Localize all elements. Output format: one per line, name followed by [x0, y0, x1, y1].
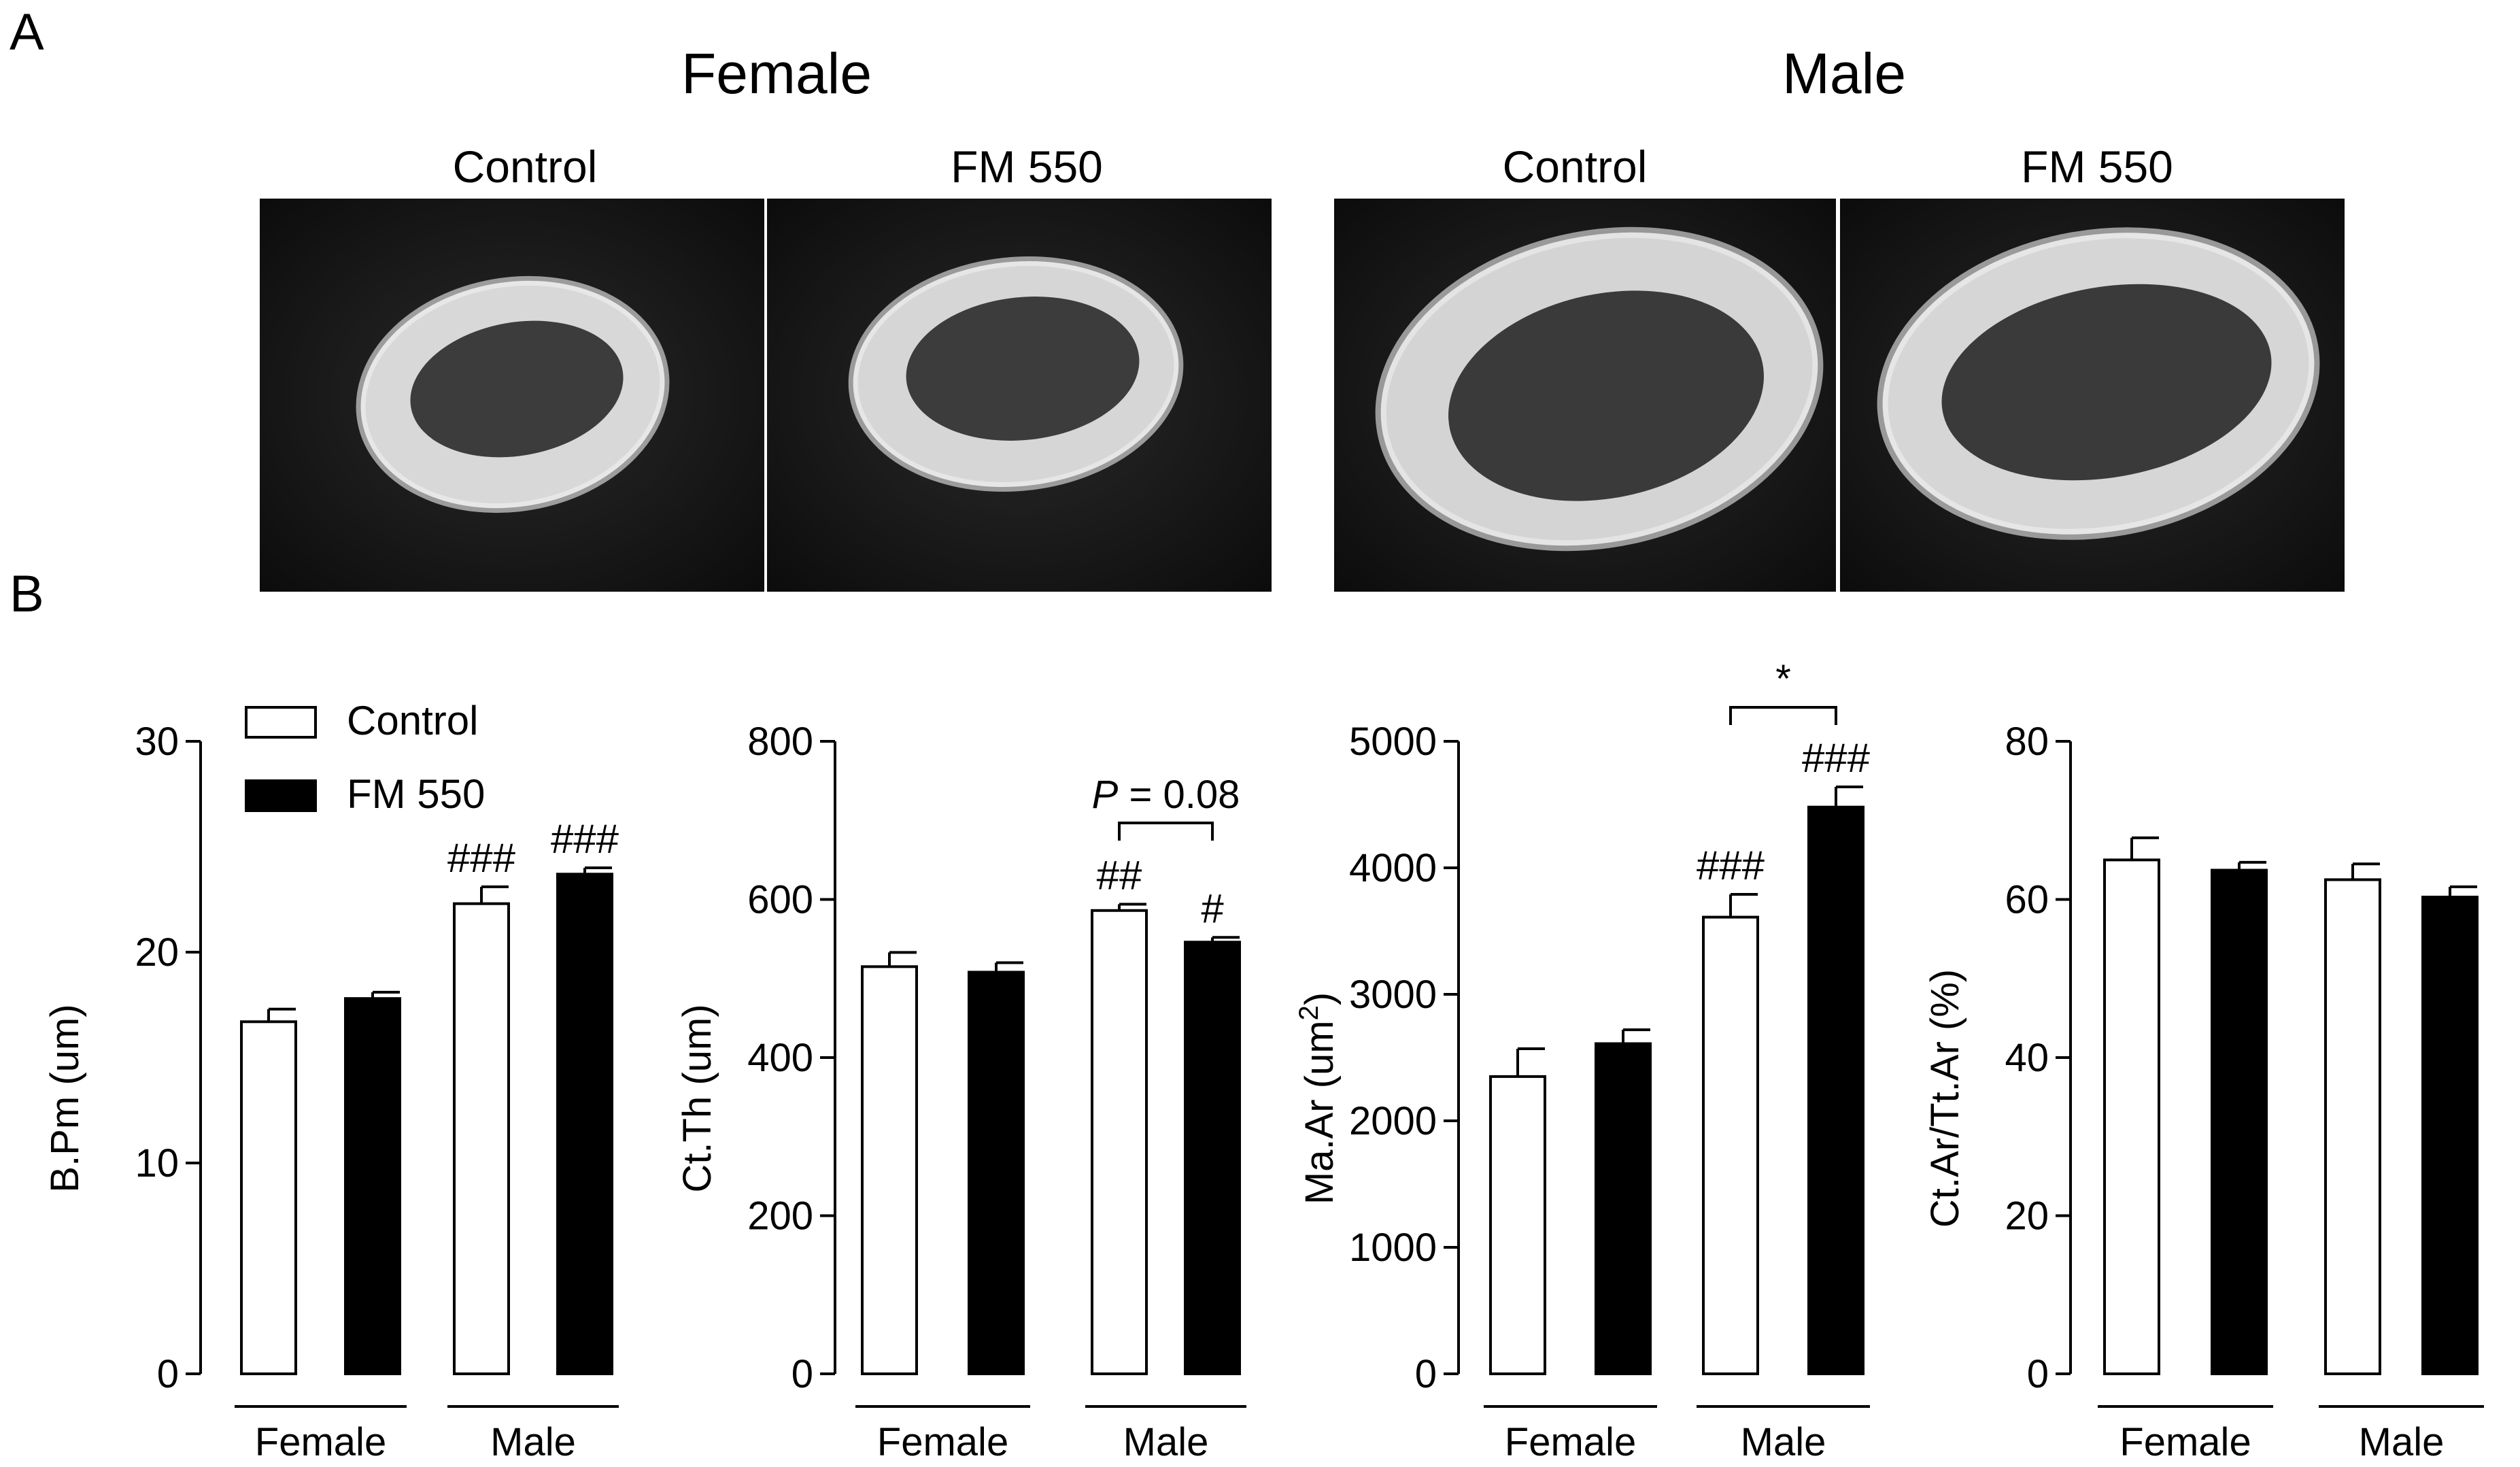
bar-control-male: [1702, 915, 1759, 1376]
significance-marker: #: [1201, 886, 1224, 931]
group-label: Male: [490, 1420, 576, 1464]
panel-a-letter: A: [10, 3, 44, 61]
group-label: Female: [255, 1420, 386, 1464]
significance-marker: ###: [1697, 843, 1765, 888]
y-axis-title: Ct.Ar/Tt.Ar (%): [1923, 969, 1967, 1228]
bar-fm550-female: [344, 997, 401, 1375]
comparison-bracket: [1729, 706, 1837, 725]
bar-fm550-male: [1807, 805, 1865, 1375]
p-symbol: P: [1092, 773, 1119, 817]
legend-label: Control: [347, 698, 478, 743]
y-axis-title-end: ): [1297, 992, 1342, 1005]
group-label: Male: [1123, 1420, 1209, 1464]
bar-control-female: [1489, 1075, 1546, 1376]
female-control-label: Control: [452, 141, 598, 192]
y-axis-title: B.Pm (um): [43, 1004, 87, 1192]
legend-label: FM 550: [347, 771, 485, 817]
male-control-ct-image: [1334, 199, 1836, 592]
bar-control-female: [240, 1020, 297, 1376]
bar-control-female: [2103, 858, 2160, 1375]
bar-fm550-male: [1184, 941, 1241, 1375]
male-group-title: Male: [1782, 41, 1907, 105]
y-tick-label: 0: [791, 1352, 813, 1396]
bar-control-female: [861, 965, 918, 1375]
group-label: Male: [1741, 1420, 1826, 1464]
group-label: Female: [1505, 1420, 1636, 1464]
panel-b-letter: B: [10, 565, 44, 623]
y-tick-label: 3000: [1349, 973, 1437, 1017]
bar-fm550-female: [1595, 1042, 1652, 1376]
female-fm550-ct-image: [767, 199, 1272, 592]
bar-control-male: [1091, 909, 1148, 1375]
y-tick-label: 600: [747, 878, 813, 922]
female-control-ct-image: [260, 199, 764, 592]
significance-marker: ###: [447, 835, 516, 881]
bar-fm550-female: [968, 971, 1025, 1375]
y-tick-label: 2000: [1349, 1099, 1437, 1143]
group-label: Male: [2359, 1420, 2445, 1464]
significance-marker: ##: [1097, 852, 1142, 898]
significance-marker: ###: [551, 816, 619, 862]
y-tick-label: 80: [2005, 720, 2049, 764]
male-control-label: Control: [1502, 141, 1648, 192]
legend-swatch-control: [245, 706, 317, 739]
male-fm550-ct-image: [1840, 199, 2345, 592]
y-tick-label: 10: [135, 1141, 179, 1185]
comparison-label: *: [1775, 657, 1791, 701]
bar-fm550-male: [2421, 896, 2479, 1375]
y-tick-label: 0: [1415, 1352, 1437, 1396]
y-tick-label: 0: [2027, 1352, 2049, 1396]
legend-swatch-fm550: [245, 779, 317, 812]
female-fm550-label: FM 550: [951, 141, 1103, 192]
y-tick-label: 40: [2005, 1036, 2049, 1080]
female-group-title: Female: [681, 41, 872, 105]
y-tick-label: 20: [135, 930, 179, 975]
y-tick-label: 5000: [1349, 720, 1437, 764]
group-label: Female: [877, 1420, 1008, 1464]
y-axis-title-superscript: 2: [1294, 1005, 1324, 1020]
comparison-bracket: [1118, 822, 1214, 841]
male-fm550-label: FM 550: [2021, 141, 2173, 192]
y-tick-label: 1000: [1349, 1226, 1437, 1270]
y-tick-label: 30: [135, 720, 179, 764]
y-tick-label: 200: [747, 1194, 813, 1238]
y-tick-label: 400: [747, 1036, 813, 1080]
y-tick-label: 60: [2005, 878, 2049, 922]
group-label: Female: [2119, 1420, 2251, 1464]
bar-fm550-female: [2211, 869, 2268, 1376]
y-tick-label: 20: [2005, 1194, 2049, 1238]
y-tick-label: 0: [157, 1352, 179, 1396]
bar-control-male: [2324, 878, 2381, 1375]
y-axis-title: Ma.Ar (um2): [1294, 992, 1342, 1204]
significance-marker: ###: [1802, 735, 1871, 781]
y-axis-title: Ct.Th (um): [675, 1004, 719, 1192]
bar-control-male: [453, 902, 510, 1375]
comparison-label: P = 0.08: [1092, 773, 1240, 817]
y-tick-label: 800: [747, 720, 813, 764]
y-tick-label: 4000: [1349, 846, 1437, 890]
bar-fm550-male: [556, 873, 613, 1376]
